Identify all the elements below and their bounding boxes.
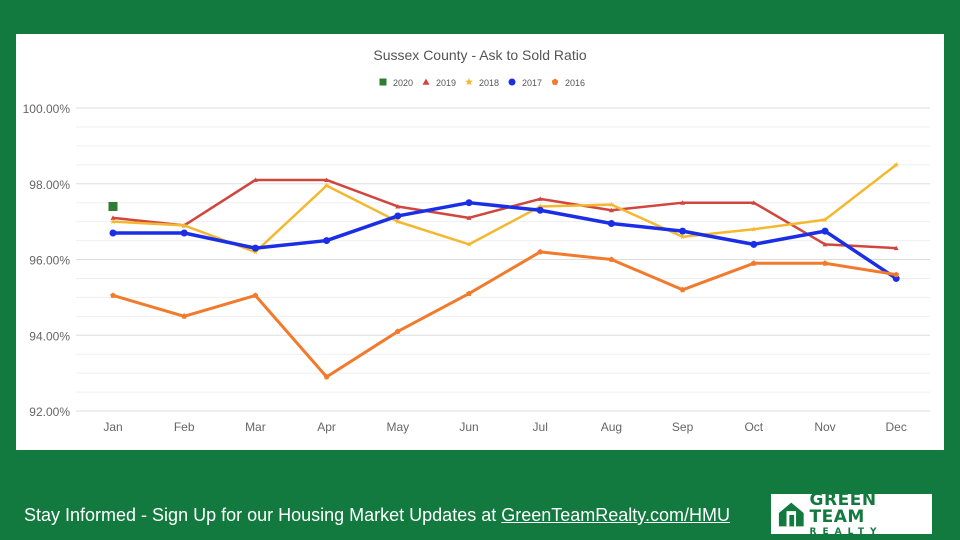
data-point-2019	[680, 200, 686, 205]
x-tick-label: Mar	[245, 420, 266, 434]
data-point-2016	[110, 292, 116, 298]
legend-label-2016: 2016	[565, 78, 585, 88]
y-tick-label: 94.00%	[29, 329, 70, 343]
legend-label-2018: 2018	[479, 78, 499, 88]
x-tick-label: Dec	[886, 420, 907, 434]
data-point-2020	[108, 201, 118, 211]
data-point-2017	[251, 244, 259, 252]
data-point-2017	[679, 227, 687, 235]
data-point-2017	[821, 227, 829, 235]
data-point-2018	[323, 182, 330, 189]
data-point-2018	[466, 241, 472, 247]
data-point-2017	[323, 237, 331, 245]
x-tick-label: Jan	[103, 420, 122, 434]
data-point-2016	[394, 328, 401, 334]
data-point-2019	[395, 203, 401, 209]
y-tick-label: 98.00%	[29, 178, 70, 192]
data-point-2018	[893, 161, 900, 168]
legend-marker-2017	[508, 78, 516, 86]
x-tick-label: Jul	[533, 420, 548, 434]
data-point-2018	[679, 233, 686, 240]
data-point-2017	[536, 206, 544, 214]
logo-line1: GREEN TEAM	[809, 489, 877, 527]
logo-line2: REALTY	[809, 526, 883, 537]
data-point-2016	[679, 286, 686, 293]
data-point-2016	[893, 271, 900, 278]
green-team-realty-logo: GREEN TEAM REALTY	[771, 489, 932, 537]
data-point-2018	[750, 226, 757, 232]
data-point-2017	[109, 229, 117, 237]
data-point-2017	[465, 199, 473, 207]
data-point-2017	[394, 212, 402, 220]
data-point-2018	[181, 222, 188, 228]
chart-title: Sussex County - Ask to Sold Ratio	[373, 47, 586, 63]
legend-marker-2020	[379, 78, 387, 86]
data-point-2017	[180, 229, 188, 237]
legend-label-2017: 2017	[522, 78, 542, 88]
x-tick-label: Oct	[744, 420, 763, 434]
legend-label-2019: 2019	[436, 78, 456, 88]
legend-marker-2018	[465, 77, 473, 86]
y-tick-label: 92.00%	[29, 405, 70, 419]
data-point-2019	[110, 215, 116, 220]
footer-text: Stay Informed - Sign Up for our Housing …	[24, 505, 502, 525]
footer-message: Stay Informed - Sign Up for our Housing …	[24, 505, 730, 526]
legend-label-2020: 2020	[393, 78, 413, 88]
y-tick-label: 96.00%	[29, 254, 70, 268]
series-line-2018	[112, 163, 897, 254]
y-tick-label: 100.00%	[23, 102, 71, 116]
data-point-2019	[893, 245, 899, 251]
series-line-2019	[112, 178, 897, 250]
x-tick-label: Jun	[459, 420, 478, 434]
data-point-2016	[252, 292, 259, 298]
data-point-2016	[181, 313, 188, 319]
data-point-2017	[750, 240, 758, 248]
house-logo-icon	[778, 502, 804, 527]
x-tick-label: Nov	[814, 420, 835, 434]
data-point-2019	[324, 177, 330, 182]
data-point-2016	[608, 256, 615, 262]
legend-marker-2019	[422, 78, 430, 85]
data-point-2016	[822, 260, 828, 266]
data-point-2019	[466, 215, 472, 220]
data-point-2018	[537, 203, 544, 209]
series-line-2017	[113, 200, 898, 280]
data-point-2018	[822, 216, 828, 223]
data-point-2016	[323, 373, 330, 380]
data-point-2019	[252, 177, 258, 182]
x-tick-label: Apr	[317, 420, 336, 434]
x-tick-label: Aug	[601, 420, 622, 434]
data-point-2018	[394, 218, 401, 225]
data-point-2019	[822, 241, 828, 247]
line-chart: Sussex County - Ask to Sold Ratio 2020 201…	[23, 47, 930, 434]
data-point-2016	[466, 290, 472, 297]
data-point-2018	[110, 218, 116, 225]
chart-card: Sussex County - Ask to Sold Ratio 2020 201…	[16, 34, 944, 450]
x-tick-label: May	[386, 420, 409, 434]
x-tick-label: Feb	[174, 420, 195, 434]
x-tick-label: Sep	[672, 420, 694, 434]
housing-updates-link[interactable]: GreenTeamRealty.com/HMU	[501, 505, 730, 525]
series-line-2016	[112, 250, 897, 379]
data-point-2018	[608, 201, 615, 208]
data-point-2017	[607, 220, 615, 228]
data-point-2019	[751, 200, 757, 205]
data-point-2019	[537, 196, 543, 201]
data-point-2019	[608, 207, 614, 213]
data-point-2016	[537, 248, 544, 255]
legend-marker-2016	[551, 78, 559, 85]
data-point-2016	[750, 260, 757, 266]
